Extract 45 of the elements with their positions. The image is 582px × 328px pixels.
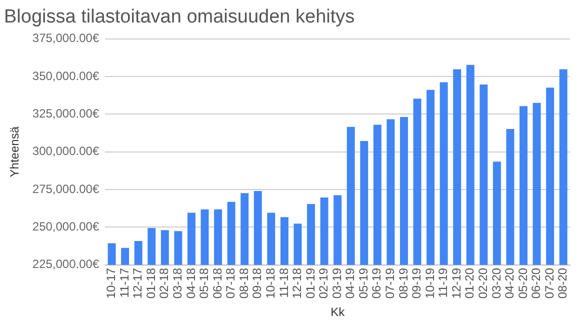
x-tick-label: 10-18 [263,268,278,299]
x-tick-label: 08-19 [396,268,410,299]
y-tick-label: 300,000.00€ [32,144,100,158]
x-tick-label: 12-19 [449,268,464,299]
x-tick-label: 02-18 [157,268,172,299]
x-tick-label: 11-18 [276,268,291,298]
chart-title: Blogissa tilastoitavan omaisuuden kehitys [4,6,355,28]
x-tick-label: 07-18 [224,268,238,299]
x-tick-label: 08-18 [236,268,251,299]
x-tick-label: 07-19 [383,268,398,299]
x-tick-label: 01-18 [144,268,158,299]
x-tick-label: 06-20 [529,268,544,299]
x-tick-label: 02-19 [316,268,331,299]
x-tick-label: 01-20 [462,268,477,299]
x-tick-label: 11-17 [117,268,132,298]
y-tick-label: 375,000.00€ [32,31,100,46]
y-axis-title: Yhteensä [8,126,22,178]
x-tick-label: 03-20 [489,268,504,299]
x-tick-label: 10-19 [422,268,437,299]
x-tick-label: 12-18 [290,268,304,299]
x-tick-label: 05-19 [356,268,370,299]
x-tick-label: 06-19 [370,268,384,299]
x-tick-label: 04-18 [184,268,198,299]
x-tick-label: 07-20 [542,268,556,299]
x-tick-label: 09-19 [410,268,424,299]
x-tick-label: 06-18 [210,268,224,299]
x-tick-label: 04-20 [502,268,517,299]
x-tick-label: 01-19 [303,268,318,299]
x-tick-label: 05-18 [197,268,212,299]
x-tick-label: 05-20 [516,268,530,299]
x-tick-label: 11-19 [436,268,450,298]
y-tick-label: 275,000.00€ [32,182,100,196]
y-tick-label: 325,000.00€ [32,106,100,120]
x-tick-label: 09-18 [250,268,264,299]
x-tick-label: 10-17 [104,268,118,299]
y-tick-label: 225,000.00€ [32,257,100,272]
x-axis-title: Kk [330,305,346,320]
y-tick-label: 250,000.00€ [32,220,100,234]
x-tick-label: 12-17 [130,268,145,299]
x-tick-label: 08-20 [556,268,570,299]
x-tick-label: 03-19 [330,268,344,299]
y-tick-label: 350,000.00€ [32,68,100,83]
x-tick-label: 03-18 [170,268,184,299]
x-tick-label: 02-20 [476,268,490,299]
x-tick-label: 04-19 [343,268,358,299]
